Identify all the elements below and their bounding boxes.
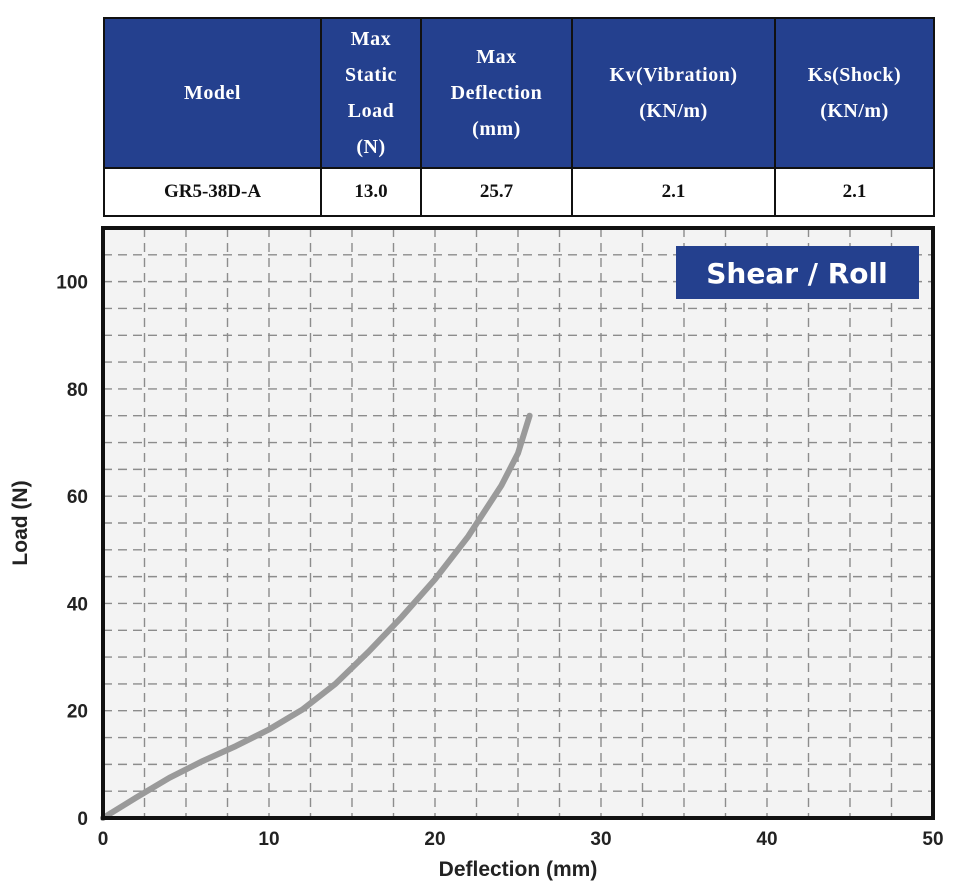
cell-ks-shock: 2.1 xyxy=(774,167,935,217)
header-model: Model xyxy=(103,17,322,169)
y-tick-label: 40 xyxy=(67,594,88,615)
x-axis-ticks: 0 10 20 30 40 50 xyxy=(98,829,944,850)
grid xyxy=(103,228,933,818)
y-tick-label: 20 xyxy=(67,702,88,723)
y-axis-ticks: 0 20 40 60 80 100 xyxy=(56,273,88,830)
cell-model: GR5-38D-A xyxy=(103,167,322,217)
y-axis-title: Load (N) xyxy=(9,480,32,565)
y-tick-label: 0 xyxy=(77,809,88,830)
y-tick-label: 80 xyxy=(67,380,88,401)
x-tick-label: 0 xyxy=(98,829,109,850)
spec-table-header-row: Model Max Static Load (N) Max Deflection… xyxy=(103,17,935,169)
header-ks-shock: Ks(Shock) (KN/m) xyxy=(774,17,935,169)
x-tick-label: 20 xyxy=(424,829,445,850)
shear-roll-badge xyxy=(676,246,919,299)
header-kv-vibration: Kv(Vibration) (KN/m) xyxy=(571,17,776,169)
header-max-deflection: Max Deflection (mm) xyxy=(420,17,573,169)
badge-label: Shear / Roll xyxy=(706,257,888,290)
x-tick-label: 10 xyxy=(258,829,279,850)
y-tick-label: 100 xyxy=(56,273,88,294)
cell-kv-vibration: 2.1 xyxy=(571,167,776,217)
cell-max-deflection: 25.7 xyxy=(420,167,573,217)
y-tick-label: 60 xyxy=(67,487,88,508)
x-axis-title: Deflection (mm) xyxy=(439,858,598,881)
cell-max-static-load: 13.0 xyxy=(320,167,422,217)
x-tick-label: 50 xyxy=(922,829,943,850)
load-deflection-curve xyxy=(100,412,533,821)
plot-frame xyxy=(101,226,935,820)
header-max-static-load: Max Static Load (N) xyxy=(320,17,422,169)
x-tick-label: 30 xyxy=(590,829,611,850)
spec-table: Model Max Static Load (N) Max Deflection… xyxy=(103,17,935,217)
x-tick-label: 40 xyxy=(756,829,777,850)
table-row: GR5-38D-A 13.0 25.7 2.1 2.1 xyxy=(103,167,935,217)
